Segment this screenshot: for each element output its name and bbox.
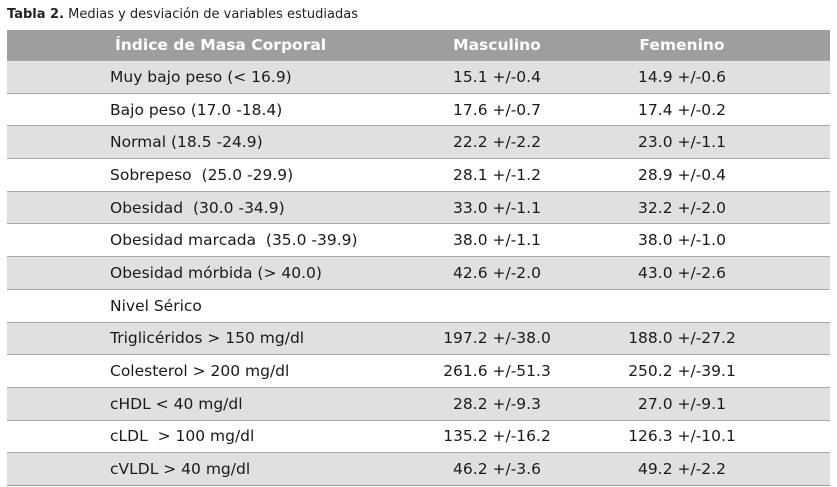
row-label: Nivel Sérico [110, 296, 202, 315]
table-row: Triglicéridos > 150 mg/dl 197.2 +/-38.0 18… [7, 321, 830, 355]
header-femenino: Femenino [639, 36, 725, 54]
cell-femenino: 49.2 +/-2.2 [638, 460, 726, 479]
table-row: Obesidad marcada (35.0 -39.9) 38.0 +/-1.1… [7, 223, 830, 257]
row-label: Sobrepeso (25.0 -29.9) [110, 165, 294, 184]
data-table: Índice de Masa Corporal Masculino Femeni… [7, 30, 830, 486]
table-row: Colesterol > 200 mg/dl 261.6 +/-51.3 250.2… [7, 354, 830, 387]
table-row: Muy bajo peso (< 16.9) 15.1 +/-0.4 14.9 +/… [7, 60, 830, 93]
cell-femenino: 38.0 +/-1.0 [638, 231, 726, 250]
table-row: Obesidad mórbida (> 40.0) 42.6 +/-2.0 43.0… [7, 256, 830, 289]
cell-femenino: 188.0 +/-27.2 [628, 329, 736, 348]
row-label: Normal (18.5 -24.9) [110, 133, 263, 152]
cell-masculino: 42.6 +/-2.0 [453, 263, 541, 282]
row-label: cVLDL > 40 mg/dl [110, 460, 251, 479]
row-label: Triglicéridos > 150 mg/dl [110, 329, 305, 348]
table-row: cHDL < 40 mg/dl 28.2 +/-9.3 27.0 +/-9.1 [7, 386, 830, 420]
table-header-row: Índice de Masa Corporal Masculino Femeni… [7, 30, 830, 60]
table-row: Nivel Sérico [7, 288, 830, 322]
header-masculino: Masculino [453, 36, 541, 54]
cell-femenino: 43.0 +/-2.6 [638, 263, 726, 282]
cell-masculino [407, 290, 587, 322]
table-body: Muy bajo peso (< 16.9) 15.1 +/-0.4 14.9 +/… [7, 60, 830, 485]
row-label: Obesidad mórbida (> 40.0) [110, 263, 322, 282]
cell-femenino: 32.2 +/-2.0 [638, 198, 726, 217]
row-label: cHDL < 40 mg/dl [110, 394, 243, 413]
table-row: cVLDL > 40 mg/dl 46.2 +/-3.6 49.2 +/-2.2 [7, 452, 830, 485]
row-label: Colesterol > 200 mg/dl [110, 362, 290, 381]
cell-femenino: 23.0 +/-1.1 [638, 133, 726, 152]
table-row: Normal (18.5 -24.9) 22.2 +/-2.2 23.0 +/-1.… [7, 125, 830, 159]
table-caption-lead: Tabla 2. [7, 7, 65, 22]
row-label: Muy bajo peso (< 16.9) [110, 67, 292, 86]
cell-masculino: 22.2 +/-2.2 [453, 133, 541, 152]
cell-masculino: 135.2 +/-16.2 [443, 427, 551, 446]
table-caption: Tabla 2. Medias y desviación de variable… [7, 5, 358, 25]
table-row: Obesidad (30.0 -34.9) 33.0 +/-1.1 32.2 +/-… [7, 190, 830, 224]
cell-femenino: 14.9 +/-0.6 [638, 67, 726, 86]
cell-masculino: 28.1 +/-1.2 [453, 165, 541, 184]
table-row: Sobrepeso (25.0 -29.9) 28.1 +/-1.2 28.9 +/… [7, 158, 830, 191]
cell-masculino: 46.2 +/-3.6 [453, 460, 541, 479]
cell-masculino: 17.6 +/-0.7 [453, 100, 541, 119]
header-imc: Índice de Masa Corporal [115, 36, 327, 54]
cell-masculino: 261.6 +/-51.3 [443, 362, 551, 381]
cell-femenino: 126.3 +/-10.1 [628, 427, 736, 446]
cell-masculino: 197.2 +/-38.0 [443, 329, 551, 348]
cell-femenino: 250.2 +/-39.1 [628, 362, 736, 381]
cell-femenino [592, 290, 772, 322]
row-label: Obesidad marcada (35.0 -39.9) [110, 231, 358, 250]
cell-masculino: 28.2 +/-9.3 [453, 394, 541, 413]
cell-masculino: 15.1 +/-0.4 [453, 67, 541, 86]
row-label: cLDL > 100 mg/dl [110, 427, 255, 446]
cell-femenino: 27.0 +/-9.1 [638, 394, 726, 413]
cell-masculino: 33.0 +/-1.1 [453, 198, 541, 217]
table-caption-text: Medias y desviación de variables estudia… [64, 7, 358, 22]
row-label: Bajo peso (17.0 -18.4) [110, 100, 283, 119]
cell-femenino: 17.4 +/-0.2 [638, 100, 726, 119]
row-label: Obesidad (30.0 -34.9) [110, 198, 285, 217]
table-row: Bajo peso (17.0 -18.4) 17.6 +/-0.7 17.4 +/… [7, 92, 830, 126]
cell-masculino: 38.0 +/-1.1 [453, 231, 541, 250]
cell-femenino: 28.9 +/-0.4 [638, 165, 726, 184]
table-row: cLDL > 100 mg/dl 135.2 +/-16.2 126.3 +/-10… [7, 419, 830, 453]
